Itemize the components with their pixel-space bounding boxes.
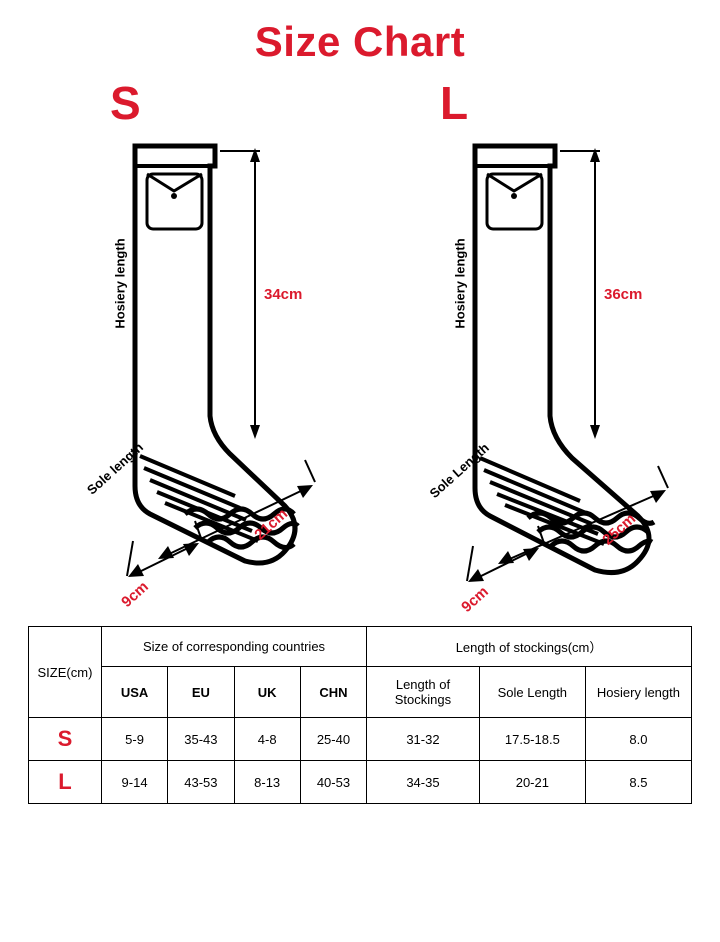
cell: 8.5 [585, 761, 691, 804]
cell: 8.0 [585, 718, 691, 761]
hosiery-value-l: 36cm [604, 286, 642, 303]
hosiery-label-s: Hosiery length [113, 238, 128, 328]
size-letter-l: L [440, 76, 468, 130]
th-chn: CHN [300, 667, 366, 718]
cell: 9-14 [101, 761, 167, 804]
cell: 25-40 [300, 718, 366, 761]
cell: 34-35 [367, 761, 480, 804]
cell: 40-53 [300, 761, 366, 804]
th-len-stock: Length of Stockings [367, 667, 480, 718]
cell: 20-21 [479, 761, 585, 804]
diagram-small: S [30, 76, 350, 616]
cell: 5-9 [101, 718, 167, 761]
th-eu: EU [168, 667, 234, 718]
hosiery-value-s: 34cm [264, 286, 302, 303]
diagram-row: S [0, 76, 720, 616]
cell-size-l: L [29, 761, 102, 804]
th-usa: USA [101, 667, 167, 718]
cell: 4-8 [234, 718, 300, 761]
sock-illustration-s [80, 136, 330, 596]
th-uk: UK [234, 667, 300, 718]
th-sole-len: Sole Length [479, 667, 585, 718]
th-group-lengths: Length of stockings(cm） [367, 627, 692, 667]
size-table-wrap: SIZE(cm) Size of corresponding countries… [28, 626, 692, 804]
diagram-large: L Ho [370, 76, 690, 616]
table-row: L 9-14 43-53 8-13 40-53 34-35 20-21 8.5 [29, 761, 692, 804]
cell: 31-32 [367, 718, 480, 761]
page-title: Size Chart [0, 18, 720, 66]
cell: 43-53 [168, 761, 234, 804]
size-letter-s: S [110, 76, 141, 130]
th-hosiery-len: Hosiery length [585, 667, 691, 718]
cell: 8-13 [234, 761, 300, 804]
size-table: SIZE(cm) Size of corresponding countries… [28, 626, 692, 804]
table-row: S 5-9 35-43 4-8 25-40 31-32 17.5-18.5 8.… [29, 718, 692, 761]
th-group-countries: Size of corresponding countries [101, 627, 366, 667]
cell-size-s: S [29, 718, 102, 761]
sock-illustration-l [420, 136, 680, 596]
hosiery-label-l: Hosiery length [453, 238, 468, 328]
th-size: SIZE(cm) [29, 627, 102, 718]
cell: 35-43 [168, 718, 234, 761]
cell: 17.5-18.5 [479, 718, 585, 761]
